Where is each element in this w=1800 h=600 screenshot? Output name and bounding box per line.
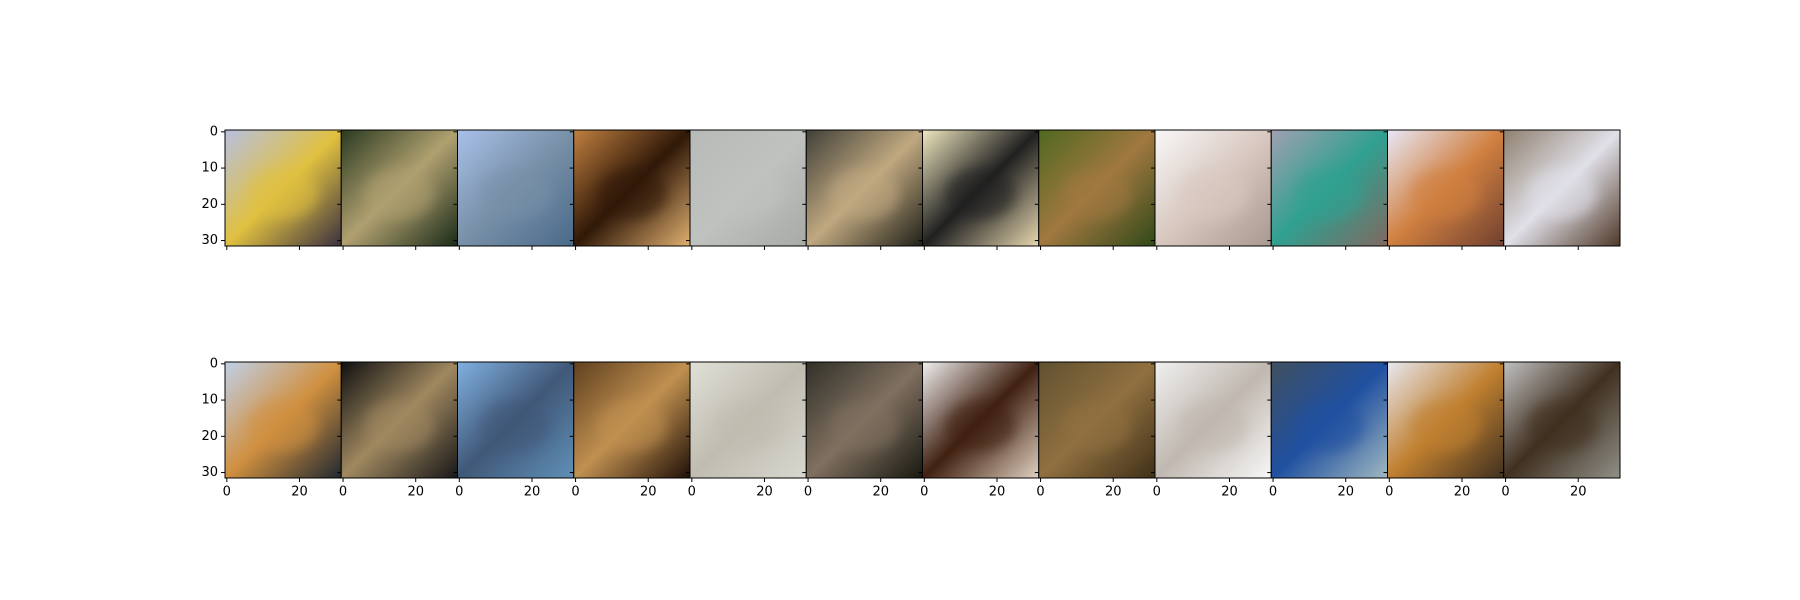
y-tick-label: 10: [201, 393, 218, 408]
image-subject: [713, 400, 783, 452]
x-tick-label: 20: [756, 485, 773, 500]
y-tick-label: 30: [201, 233, 218, 248]
image-subject: [1294, 400, 1365, 452]
x-tick-label: 0: [223, 485, 231, 500]
y-tick-label: 30: [201, 465, 218, 480]
image-subject: [829, 168, 900, 220]
x-tick-label: 0: [1153, 485, 1161, 500]
image-subject: [1062, 400, 1132, 452]
x-tick-label: 0: [339, 485, 347, 500]
image-subject: [1410, 400, 1481, 452]
image-subject: [1178, 168, 1248, 220]
image-subject: [248, 168, 318, 220]
image-subject: [364, 400, 435, 452]
y-tick-label: 0: [210, 356, 218, 371]
x-tick-label: 0: [455, 485, 463, 500]
axes-frame: [1503, 361, 1621, 479]
x-tick-label: 20: [1570, 485, 1587, 500]
x-tick-label: 20: [291, 485, 308, 500]
x-tick-label: 20: [872, 485, 889, 500]
image-subject: [1178, 400, 1248, 452]
x-tick-label: 20: [1221, 485, 1238, 500]
x-tick-label: 20: [640, 485, 657, 500]
image-subject: [480, 168, 551, 220]
image-subject: [248, 400, 318, 452]
image-subject: [597, 168, 667, 220]
y-tick-label: 20: [201, 197, 218, 212]
x-tick-label: 0: [1036, 485, 1044, 500]
x-tick-label: 20: [1337, 485, 1354, 500]
image-subject: [945, 400, 1016, 452]
x-tick-label: 0: [1269, 485, 1277, 500]
x-tick-label: 0: [1385, 485, 1393, 500]
image-subject: [945, 168, 1016, 220]
image-subject: [1294, 168, 1365, 220]
image-subject: [1527, 400, 1597, 452]
y-tick-label: 0: [210, 124, 218, 139]
image-subject: [829, 400, 900, 452]
x-tick-label: 0: [571, 485, 579, 500]
x-tick-label: 20: [407, 485, 424, 500]
x-tick-label: 0: [804, 485, 812, 500]
image-subject: [713, 168, 783, 220]
image-subject: [597, 400, 667, 452]
image-subject: [364, 168, 435, 220]
y-tick-label: 20: [201, 429, 218, 444]
x-tick-label: 0: [920, 485, 928, 500]
image-subject: [480, 400, 551, 452]
image-subject: [1410, 168, 1481, 220]
image-subject: [1527, 168, 1597, 220]
x-tick-label: 20: [1105, 485, 1122, 500]
x-tick-label: 20: [1454, 485, 1471, 500]
axes-frame: [1503, 129, 1621, 247]
x-tick-label: 20: [989, 485, 1006, 500]
x-tick-label: 0: [1501, 485, 1509, 500]
y-tick-label: 10: [201, 161, 218, 176]
x-tick-label: 0: [688, 485, 696, 500]
image-subject: [1062, 168, 1132, 220]
x-tick-label: 20: [524, 485, 541, 500]
